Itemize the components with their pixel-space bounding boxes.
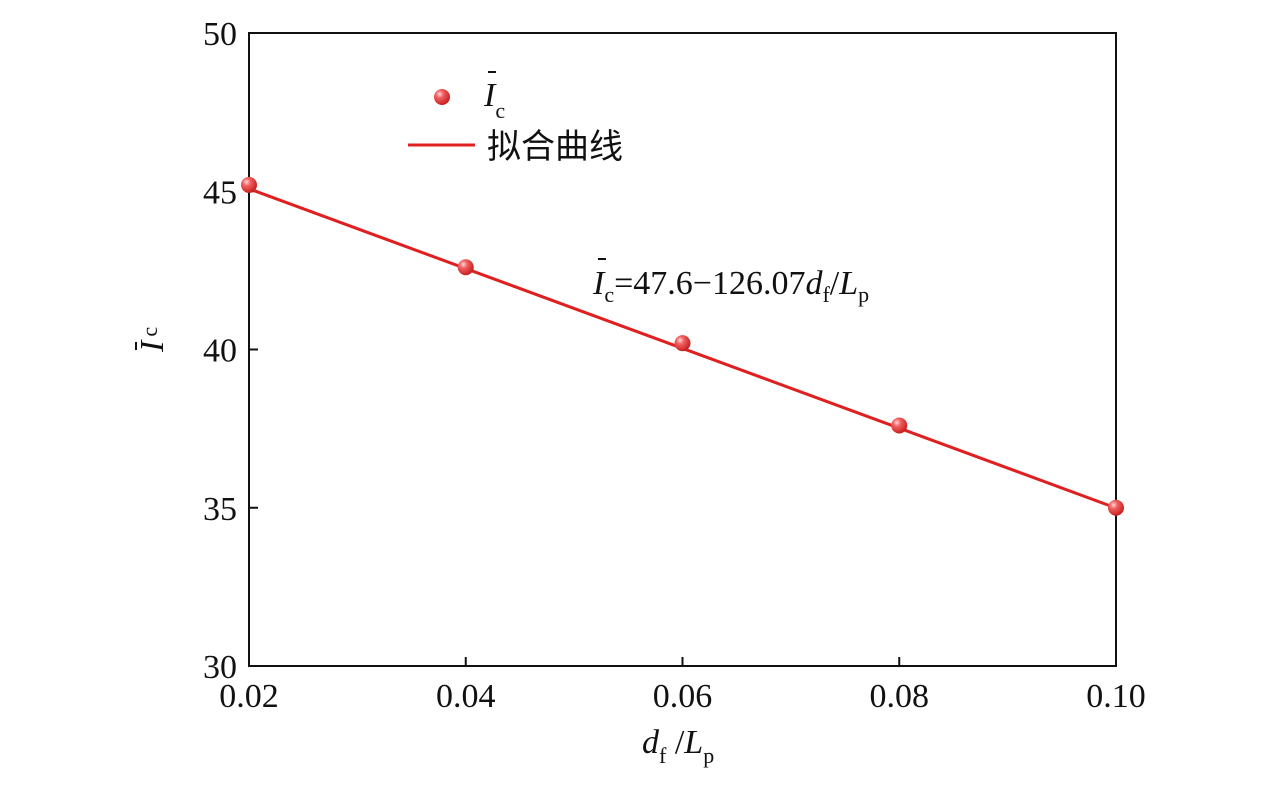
y-tick-label: 30 — [203, 649, 237, 686]
x-tick-label: 0.08 — [870, 678, 930, 715]
x-axis-label: df /Lp — [642, 724, 714, 768]
data-point — [1108, 499, 1124, 516]
data-point — [241, 176, 257, 193]
svg-text:Ic=47.6−126.07df/Lp: Ic=47.6−126.07df/Lp — [592, 265, 869, 307]
equation-den-var: L — [838, 265, 858, 302]
data-points — [241, 176, 1124, 516]
x-tick-label: 0.10 — [1086, 678, 1146, 715]
equation-annotation: Ic=47.6−126.07df/Lp — [592, 258, 869, 307]
equation-term-sub: f — [822, 282, 830, 307]
data-point — [674, 335, 691, 352]
xlabel-den-sub: p — [703, 743, 714, 768]
y-tick-label: 50 — [203, 16, 237, 53]
data-point — [457, 259, 474, 276]
data-point — [891, 417, 908, 434]
legend: Ic 拟合曲线 — [408, 71, 623, 167]
equation-term-var: d — [805, 265, 823, 302]
equation-sub: c — [604, 282, 614, 307]
equation-var: I — [592, 265, 606, 302]
x-tick-label: 0.04 — [436, 678, 496, 715]
ylabel-var: I — [134, 339, 171, 353]
equation-den-sub: p — [858, 282, 869, 307]
legend-scatter-var: I — [483, 77, 497, 114]
y-tick-label: 40 — [203, 333, 237, 370]
x-axis-ticks: 0.02 0.04 0.06 0.08 0.10 — [219, 657, 1146, 715]
svg-text:Ic: Ic — [134, 327, 171, 353]
x-tick-label: 0.06 — [653, 678, 713, 715]
legend-marker-scatter — [434, 89, 450, 105]
xlabel-var: d — [642, 724, 660, 761]
equation-slash: / — [830, 265, 840, 302]
xlabel-den-var: L — [683, 724, 703, 761]
svg-text:Ic: Ic — [483, 77, 505, 123]
legend-fit-label: 拟合曲线 — [487, 127, 623, 167]
y-axis-ticks: 30 35 40 45 50 — [203, 16, 258, 686]
y-tick-label: 35 — [203, 491, 237, 528]
xlabel-sub: f — [659, 743, 667, 768]
y-tick-label: 45 — [203, 174, 237, 211]
y-axis-label: Ic — [134, 327, 171, 353]
legend-scatter-sub: c — [495, 98, 505, 123]
equation-body: =47.6−126.07 — [614, 265, 805, 302]
ylabel-sub: c — [137, 327, 162, 337]
x-tick-label: 0.02 — [219, 678, 279, 715]
xlabel-slash: / — [666, 724, 685, 761]
